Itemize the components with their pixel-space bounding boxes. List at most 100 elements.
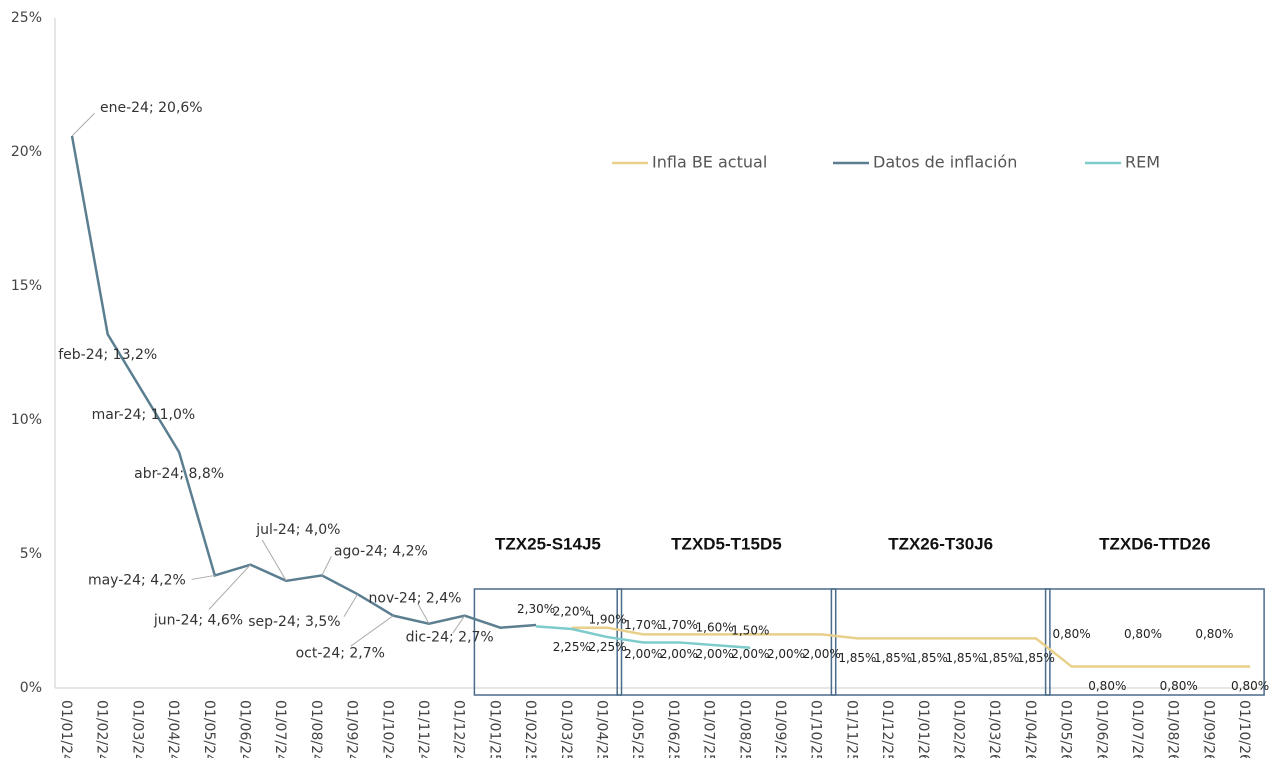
data-label: jul-24; 4,0% bbox=[255, 522, 340, 538]
bond-box bbox=[1044, 588, 1265, 696]
leader-line bbox=[452, 615, 466, 634]
x-tick-label: 01/12/24 bbox=[451, 700, 467, 758]
data-label: 1,90% bbox=[588, 613, 626, 627]
legend-label: Infla BE actual bbox=[652, 153, 767, 172]
leader-line bbox=[191, 574, 215, 580]
data-label: feb-24; 13,2% bbox=[58, 347, 157, 363]
bond-title: TZX26-T30J6 bbox=[888, 534, 993, 553]
data-label: 0,80% bbox=[1231, 679, 1269, 693]
x-tick-label: 01/10/24 bbox=[379, 700, 395, 758]
x-tick-label: 01/03/24 bbox=[129, 700, 145, 758]
data-label: jun-24; 4,6% bbox=[153, 613, 243, 629]
leader-line bbox=[321, 556, 332, 576]
leader-line bbox=[261, 539, 287, 582]
x-tick-label: 01/03/25 bbox=[558, 700, 574, 758]
x-tick-label: 01/10/25 bbox=[808, 700, 824, 758]
x-tick-label: 01/07/24 bbox=[272, 700, 288, 758]
x-tick-label: 01/08/24 bbox=[308, 700, 324, 758]
x-tick-label: 01/01/26 bbox=[915, 700, 931, 758]
data-label: 1,85% bbox=[838, 651, 876, 665]
data-label: 1,70% bbox=[660, 618, 698, 632]
leader-line bbox=[350, 615, 394, 647]
x-tick-label: 01/06/24 bbox=[237, 700, 253, 758]
leader-line bbox=[417, 603, 430, 624]
data-label: mar-24; 11,0% bbox=[92, 407, 196, 423]
bond-title: TZX25-S14J5 bbox=[495, 534, 601, 553]
data-label: 0,80% bbox=[1053, 627, 1091, 641]
y-tick-label: 10% bbox=[11, 412, 42, 428]
x-tick-label: 01/09/24 bbox=[344, 700, 360, 758]
data-label: 1,85% bbox=[945, 651, 983, 665]
data-label: 1,85% bbox=[874, 651, 912, 665]
data-label: 0,80% bbox=[1160, 679, 1198, 693]
data-label: 0,80% bbox=[1124, 627, 1162, 641]
y-tick-label: 15% bbox=[11, 278, 42, 294]
x-tick-label: 01/03/26 bbox=[986, 700, 1002, 758]
y-tick-label: 25% bbox=[11, 10, 42, 26]
leader-line bbox=[343, 593, 359, 617]
legend-label: Datos de inflación bbox=[873, 153, 1017, 172]
data-label: 2,20% bbox=[553, 605, 591, 619]
data-label: 1,85% bbox=[910, 651, 948, 665]
data-label: sep-24; 3,5% bbox=[248, 614, 340, 630]
legend-label: REM bbox=[1125, 153, 1160, 172]
x-tick-label: 01/12/25 bbox=[879, 700, 895, 758]
data-label: 1,85% bbox=[981, 651, 1019, 665]
y-tick-label: 20% bbox=[11, 144, 42, 160]
data-label: 1,85% bbox=[1017, 651, 1055, 665]
x-tick-label: 01/10/26 bbox=[1236, 700, 1252, 758]
y-tick-label: 5% bbox=[20, 546, 42, 562]
data-label: 2,00% bbox=[803, 647, 841, 661]
x-tick-label: 01/01/24 bbox=[58, 700, 74, 758]
x-tick-label: 01/02/25 bbox=[522, 700, 538, 758]
series-line bbox=[536, 625, 751, 650]
series-line bbox=[571, 626, 1251, 668]
data-label: 1,50% bbox=[731, 623, 769, 637]
data-label: 2,00% bbox=[696, 647, 734, 661]
data-label: ene-24; 20,6% bbox=[100, 100, 203, 116]
data-label: nov-24; 2,4% bbox=[369, 591, 462, 607]
x-tick-label: 01/04/26 bbox=[1022, 700, 1038, 758]
data-label: 2,30% bbox=[517, 602, 555, 616]
data-label: dic-24; 2,7% bbox=[406, 630, 494, 646]
x-tick-label: 01/04/24 bbox=[165, 700, 181, 758]
bond-box bbox=[830, 588, 1051, 696]
x-tick-label: 01/05/26 bbox=[1058, 700, 1074, 758]
series-line bbox=[70, 135, 537, 629]
data-label: oct-24; 2,7% bbox=[296, 646, 385, 662]
y-tick-label: 0% bbox=[20, 680, 42, 696]
x-tick-label: 01/07/26 bbox=[1129, 700, 1145, 758]
data-label: 0,80% bbox=[1195, 627, 1233, 641]
data-label: 2,00% bbox=[731, 647, 769, 661]
data-label: ago-24; 4,2% bbox=[334, 543, 428, 559]
data-label: abr-24; 8,8% bbox=[134, 466, 224, 482]
data-label: 2,25% bbox=[553, 640, 591, 654]
data-label: 2,00% bbox=[660, 647, 698, 661]
x-tick-label: 01/11/25 bbox=[843, 700, 859, 758]
data-label: 2,00% bbox=[767, 647, 805, 661]
bond-title: TZXD5-T15D5 bbox=[671, 534, 782, 553]
x-tick-label: 01/04/25 bbox=[594, 700, 610, 758]
x-tick-label: 01/02/26 bbox=[951, 700, 967, 758]
x-tick-label: 01/05/25 bbox=[629, 700, 645, 758]
leader-line bbox=[71, 113, 95, 137]
data-label: 2,00% bbox=[624, 647, 662, 661]
x-tick-label: 01/08/26 bbox=[1165, 700, 1181, 758]
x-tick-label: 01/11/24 bbox=[415, 700, 431, 758]
leader-line bbox=[208, 564, 251, 610]
x-tick-label: 01/06/25 bbox=[665, 700, 681, 758]
data-label: may-24; 4,2% bbox=[88, 572, 186, 588]
data-label: 0,80% bbox=[1088, 679, 1126, 693]
x-tick-label: 01/08/25 bbox=[736, 700, 752, 758]
bond-title: TZXD6-TTD26 bbox=[1099, 534, 1210, 553]
x-tick-label: 01/05/24 bbox=[201, 700, 217, 758]
x-tick-label: 01/06/26 bbox=[1093, 700, 1109, 758]
data-label: 1,70% bbox=[624, 618, 662, 632]
x-tick-label: 01/02/24 bbox=[94, 700, 110, 758]
bond-box bbox=[473, 588, 623, 696]
x-tick-label: 01/09/25 bbox=[772, 700, 788, 758]
bond-box bbox=[616, 588, 837, 696]
data-label: 1,60% bbox=[696, 621, 734, 635]
x-tick-label: 01/09/26 bbox=[1200, 700, 1216, 758]
